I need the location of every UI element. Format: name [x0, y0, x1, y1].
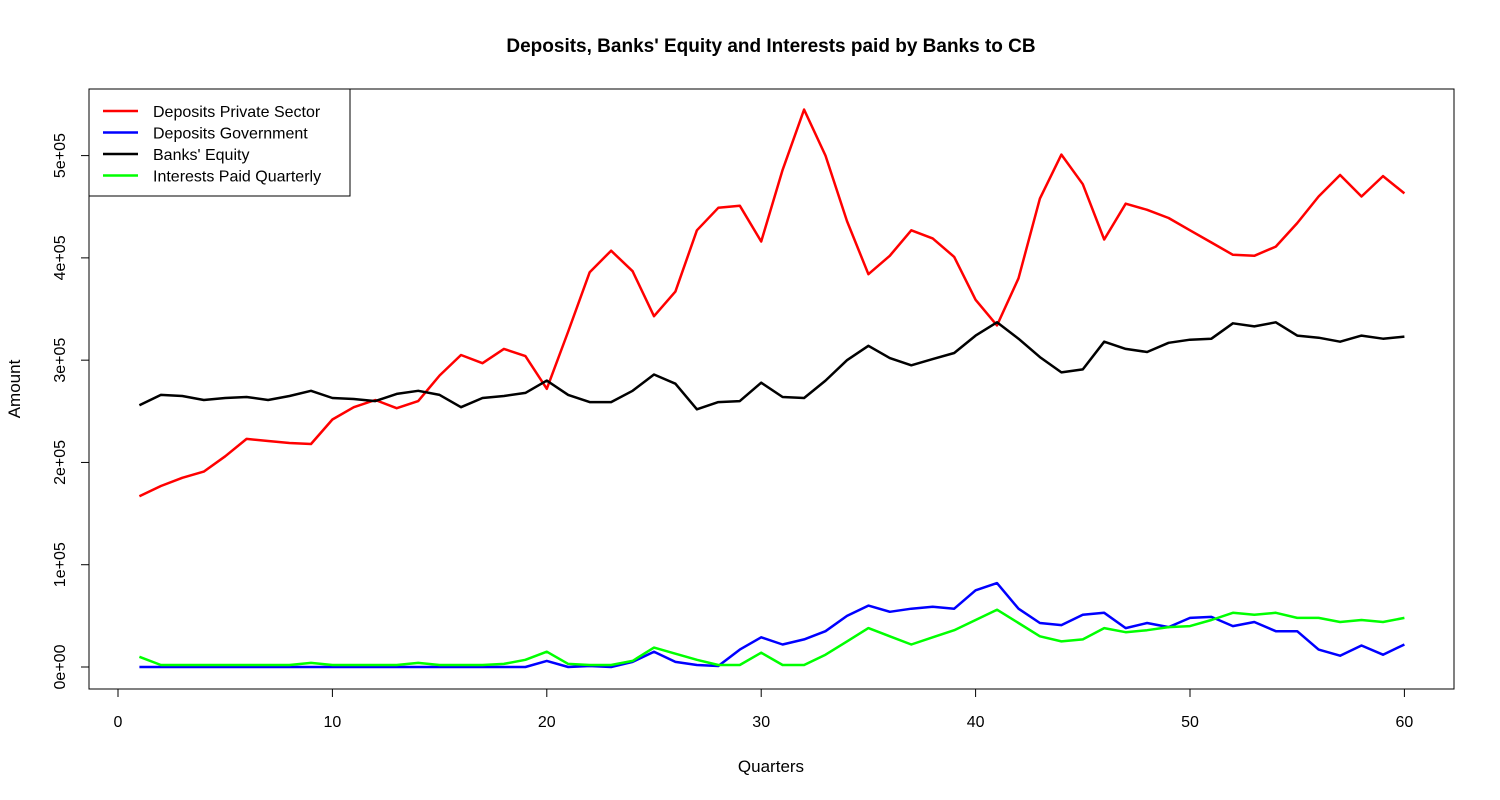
- y-axis-label: Amount: [5, 359, 24, 418]
- x-tick-label: 30: [752, 714, 770, 731]
- series-layer: [138, 108, 1406, 669]
- legend-label: Interests Paid Quarterly: [153, 169, 321, 186]
- legend-box: [88, 88, 351, 197]
- legend-label: Banks' Equity: [153, 147, 249, 164]
- x-tick-label: 20: [538, 714, 556, 731]
- y-tick-label: 3e+05: [52, 338, 69, 383]
- series-line: [138, 608, 1405, 667]
- series-line: [139, 581, 1405, 669]
- y-tick-label: 2e+05: [52, 440, 69, 485]
- x-tick-label: 10: [324, 714, 342, 731]
- y-tick-label: 5e+05: [52, 133, 69, 178]
- y-tick-label: 0e+00: [52, 644, 69, 689]
- legend: Deposits Private Sector Deposits Governme…: [88, 88, 351, 197]
- series-line: [138, 321, 1405, 411]
- x-axis-label: Quarters: [738, 757, 804, 776]
- x-tick-label: 60: [1396, 714, 1414, 731]
- legend-label: Deposits Government: [153, 126, 308, 143]
- y-tick-label: 1e+05: [52, 542, 69, 587]
- x-tick-label: 0: [114, 714, 123, 731]
- chart-title: Deposits, Banks' Equity and Interests pa…: [506, 36, 1035, 57]
- x-tick-label: 40: [967, 714, 985, 731]
- x-tick-label: 50: [1181, 714, 1199, 731]
- y-tick-label: 4e+05: [52, 235, 69, 280]
- series-line: [138, 108, 1406, 498]
- legend-label: Deposits Private Sector: [153, 104, 321, 121]
- x-axis: 0 10 20 30 40 50 60: [114, 688, 1414, 731]
- y-axis: 0e+00 1e+05 2e+05 3e+05 4e+05 5e+05: [52, 133, 90, 689]
